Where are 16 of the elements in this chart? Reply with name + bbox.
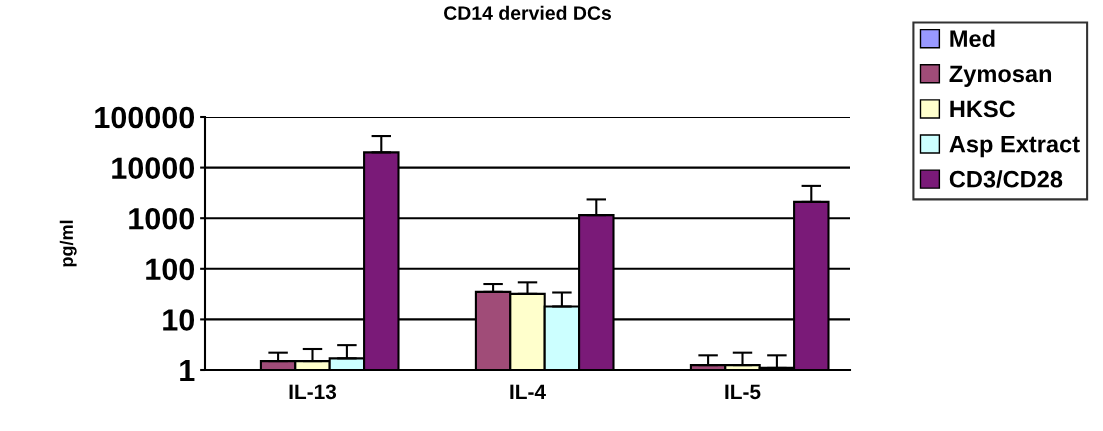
y-tick-label: 1000 — [129, 207, 195, 230]
x-tick-label: IL-5 — [725, 384, 761, 400]
legend-label: Med — [950, 29, 995, 48]
y-tick-label: 10000 — [112, 157, 195, 179]
y-tick-label: 1 — [180, 360, 195, 382]
legend-label: CD3/CD28 — [949, 170, 1063, 188]
x-tick-label: IL-13 — [289, 384, 337, 400]
y-axis-title: pg/ml — [59, 220, 77, 267]
y-tick-label: 100 — [146, 258, 195, 281]
legend-label: Asp Extract — [949, 135, 1080, 158]
x-tick-label: IL-4 — [510, 384, 546, 399]
chart-title: CD14 dervied DCs — [444, 5, 611, 20]
legend-label: Zymosan — [949, 65, 1052, 87]
y-tick-label: 100000 — [95, 106, 195, 129]
legend-label: HKSC — [950, 100, 1016, 118]
y-tick-label: 10 — [163, 309, 195, 331]
